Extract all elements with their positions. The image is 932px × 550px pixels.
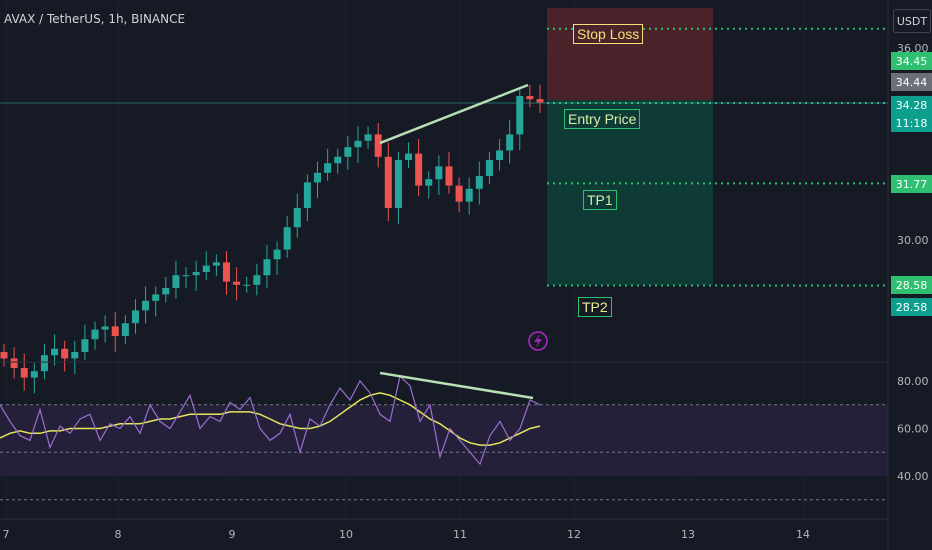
candle-up (425, 179, 433, 186)
tp2-label[interactable]: TP2 (578, 297, 612, 317)
price-tag-last: 34.28 (891, 96, 932, 114)
candle-down (374, 134, 382, 157)
candle-up (334, 156, 342, 164)
time-tick-label: 10 (339, 528, 353, 541)
symbol-title[interactable]: AVAX / TetherUS, 1h, BINANCE (4, 12, 186, 26)
time-tick-label: 13 (681, 528, 695, 541)
entry-price-label[interactable]: Entry Price (564, 109, 641, 129)
time-tick-label: 11 (453, 528, 467, 541)
candle-up (30, 371, 38, 378)
price-tag-tp1: 31.77 (891, 175, 932, 193)
candle-up (506, 134, 514, 151)
candle-up (212, 262, 220, 266)
candle-up (71, 352, 79, 359)
lightning-icon[interactable] (528, 331, 548, 351)
price-tick-label: 36.00 (897, 42, 929, 55)
candle-down (445, 166, 453, 186)
stop-loss-label[interactable]: Stop Loss (573, 24, 644, 44)
time-tick-label: 7 (3, 528, 10, 541)
stop-loss-zone[interactable] (547, 8, 713, 100)
candle-down (10, 358, 18, 368)
candle-up (172, 275, 180, 288)
candle-up (364, 134, 372, 141)
candle-down (384, 156, 392, 208)
candle-down (526, 96, 534, 100)
candle-up (465, 188, 473, 202)
rsi-divergence-line[interactable] (379, 371, 534, 400)
candle-down (111, 326, 119, 336)
price-axis-ticks: 36.00 30.00 (897, 42, 929, 247)
candle-up (162, 288, 170, 295)
candle-up (354, 140, 362, 148)
rsi-tick-label: 40.00 (897, 470, 929, 483)
candle-up (51, 348, 59, 356)
candle-down (0, 352, 8, 359)
candle-up (405, 153, 413, 160)
price-tag-tp2: 28.58 (891, 276, 932, 294)
candle-down (222, 262, 230, 282)
target-zone[interactable] (547, 100, 713, 285)
candle-up (303, 182, 311, 208)
time-tick-label: 12 (567, 528, 581, 541)
rsi-band-fill (0, 405, 888, 476)
rsi-tick-label: 60.00 (897, 423, 929, 436)
candle-up (314, 172, 322, 183)
price-trend-line[interactable] (379, 83, 529, 145)
candle-up (253, 275, 261, 285)
candle-up (496, 150, 504, 160)
rsi-ma-line (0, 392, 541, 446)
candle-up (344, 147, 352, 157)
candle-up (101, 326, 109, 330)
countdown-tag: 11:18 (891, 114, 932, 132)
candle-down (20, 368, 28, 378)
candle-up (243, 284, 251, 286)
price-tag-bid: 34.44 (891, 73, 932, 91)
rsi-line (0, 375, 541, 466)
candle-up (131, 310, 139, 324)
candle-up (121, 323, 129, 336)
candle-up (283, 227, 291, 250)
candle-up (273, 249, 281, 260)
candle-up (182, 275, 190, 277)
candle-up (475, 176, 483, 189)
time-tick-label: 9 (229, 528, 236, 541)
rsi-band-lines (0, 404, 888, 501)
candle-up (152, 294, 160, 301)
candle-down (415, 153, 423, 186)
currency-unit-button[interactable]: USDT (893, 9, 931, 33)
candle-up (435, 166, 443, 180)
candlestick-series (0, 84, 544, 394)
candle-up (516, 96, 524, 135)
time-tick-label: 14 (796, 528, 810, 541)
price-tick-label: 30.00 (897, 234, 929, 247)
rsi-axis-ticks: 80.00 60.00 40.00 (897, 375, 929, 483)
time-tick-label: 8 (115, 528, 122, 541)
rsi-tick-label: 80.00 (897, 375, 929, 388)
candle-up (142, 300, 150, 311)
candle-up (324, 163, 332, 173)
candle-up (293, 208, 301, 228)
candle-down (61, 348, 69, 359)
candle-up (81, 339, 89, 352)
candle-up (263, 259, 271, 276)
candle-up (40, 355, 48, 372)
candle-up (394, 160, 402, 208)
price-tag-tp-high: 34.45 (891, 52, 932, 70)
candle-down (233, 281, 241, 285)
candle-down (455, 185, 463, 202)
trade-level-lines (0, 27, 888, 287)
time-axis-ticks: 7 8 9 10 11 12 13 14 (3, 528, 811, 541)
candle-down (536, 99, 544, 103)
price-tag-tp2-secondary: 28.58 (891, 298, 932, 316)
candle-up (485, 160, 493, 176)
candle-up (202, 265, 210, 272)
tp1-label[interactable]: TP1 (583, 190, 617, 210)
candle-up (91, 329, 99, 340)
candle-up (192, 272, 200, 276)
